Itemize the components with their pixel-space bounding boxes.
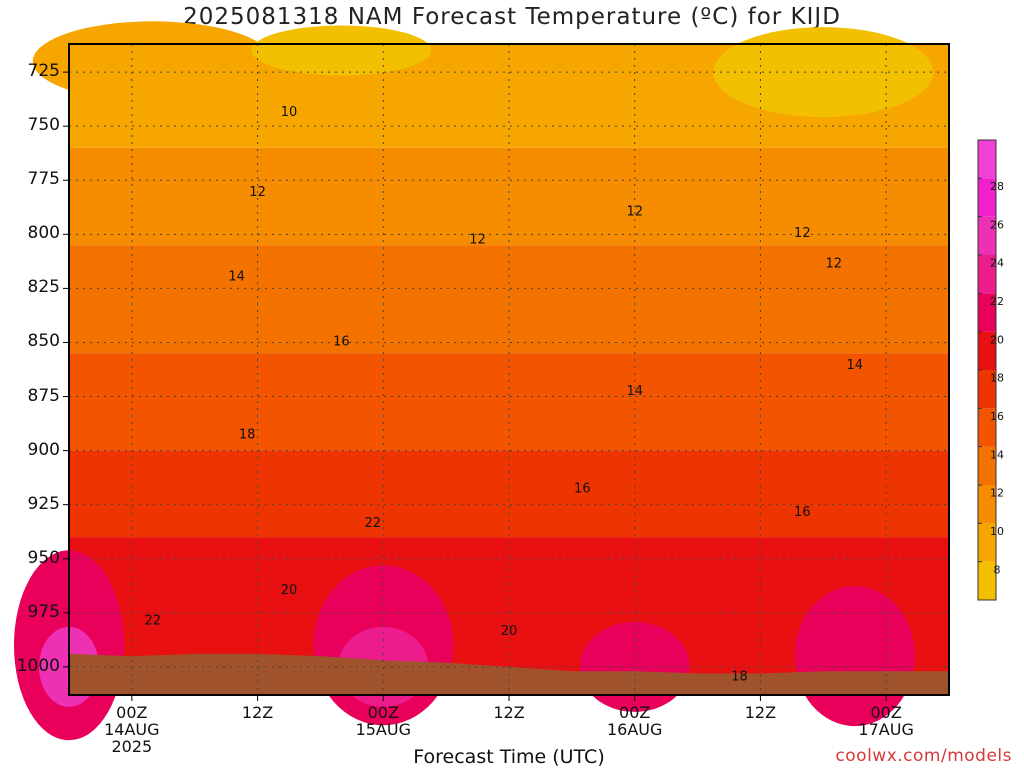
temperature-band bbox=[69, 147, 949, 246]
colorbar-label: 24 bbox=[990, 257, 1004, 270]
colorbar-label: 26 bbox=[990, 218, 1004, 231]
x-tick-label: 00Z 16AUG bbox=[606, 703, 663, 739]
x-tick-label: 00Z 15AUG bbox=[355, 703, 411, 739]
colorbar-swatch bbox=[978, 485, 996, 524]
y-tick-label: 975 bbox=[27, 601, 60, 622]
temperature-pocket bbox=[713, 27, 934, 118]
contour-label: 10 bbox=[281, 105, 298, 120]
colorbar-swatch bbox=[978, 370, 996, 409]
contour-label: 12 bbox=[469, 233, 486, 248]
colorbar-swatch bbox=[978, 408, 996, 447]
colorbar-swatch bbox=[978, 561, 996, 600]
site-credit: coolwx.com/models bbox=[835, 746, 1012, 766]
y-tick-label: 1000 bbox=[16, 655, 60, 676]
colorbar-swatch bbox=[978, 140, 996, 179]
colorbar-label: 14 bbox=[990, 448, 1004, 461]
y-tick-label: 725 bbox=[27, 61, 60, 82]
y-tick-label: 950 bbox=[27, 547, 60, 568]
colorbar-swatch bbox=[978, 523, 996, 562]
contour-label: 14 bbox=[626, 384, 643, 399]
colorbar-swatch bbox=[978, 178, 996, 217]
chart-title: 2025081318 NAM Forecast Temperature (ºC)… bbox=[183, 4, 841, 30]
contour-label: 16 bbox=[333, 334, 350, 349]
x-axis-label: Forecast Time (UTC) bbox=[413, 746, 605, 768]
contour-label: 12 bbox=[794, 226, 811, 241]
colorbar-label: 18 bbox=[990, 372, 1004, 385]
colorbar-swatch bbox=[978, 446, 996, 485]
x-tick-label: 00Z 14AUG 2025 bbox=[104, 703, 160, 756]
contour-label: 14 bbox=[228, 269, 245, 284]
contour-label: 14 bbox=[846, 358, 863, 373]
y-tick-label: 775 bbox=[27, 169, 60, 190]
colorbar-label: 8 bbox=[994, 563, 1001, 576]
colorbar-label: 20 bbox=[990, 333, 1004, 346]
x-tick-label: 12Z bbox=[241, 703, 274, 722]
colorbar-label: 28 bbox=[990, 180, 1004, 193]
y-tick-label: 825 bbox=[27, 277, 60, 298]
temperature-band bbox=[69, 245, 949, 354]
y-tick-label: 750 bbox=[27, 115, 60, 136]
contour-label: 20 bbox=[281, 583, 298, 598]
temperature-bands bbox=[14, 21, 949, 741]
contour-label: 20 bbox=[501, 624, 518, 639]
colorbar-label: 22 bbox=[990, 295, 1004, 308]
y-tick-label: 850 bbox=[27, 331, 60, 352]
x-tick-label: 12Z bbox=[493, 703, 525, 722]
x-tick-label: 00Z 17AUG bbox=[858, 703, 914, 739]
colorbar-swatch bbox=[978, 293, 996, 332]
contour-label: 12 bbox=[825, 256, 842, 271]
colorbar-label: 10 bbox=[990, 525, 1004, 538]
y-tick-label: 800 bbox=[27, 223, 60, 244]
contour-label: 22 bbox=[145, 613, 162, 628]
colorbar-swatch bbox=[978, 216, 996, 255]
contour-label: 16 bbox=[794, 505, 811, 520]
contour-label: 22 bbox=[365, 516, 382, 531]
temperature-pocket bbox=[251, 25, 432, 76]
contour-label: 18 bbox=[239, 427, 256, 442]
contour-label: 18 bbox=[731, 670, 748, 685]
contour-label: 16 bbox=[574, 481, 591, 496]
contour-label: 12 bbox=[626, 205, 643, 220]
contour-label: 12 bbox=[249, 185, 266, 200]
colorbar-label: 12 bbox=[990, 487, 1004, 500]
temperature-pocket bbox=[32, 21, 273, 102]
y-tick-label: 875 bbox=[27, 385, 60, 406]
x-tick-label: 12Z bbox=[744, 703, 777, 722]
colorbar-label: 16 bbox=[990, 410, 1004, 423]
colorbar-swatch bbox=[978, 255, 996, 294]
y-tick-label: 925 bbox=[27, 493, 60, 514]
colorbar-swatch bbox=[978, 331, 996, 370]
y-tick-label: 900 bbox=[27, 439, 60, 460]
